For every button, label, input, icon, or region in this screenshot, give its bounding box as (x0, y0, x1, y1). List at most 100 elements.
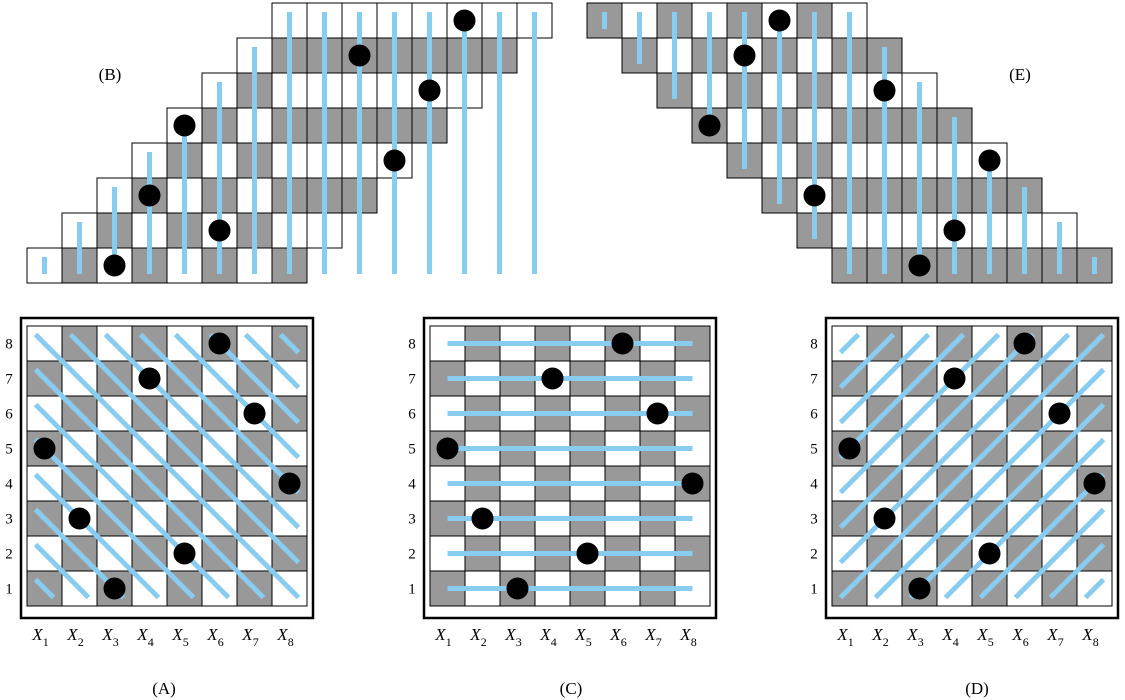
stair-b-queen-dot (383, 149, 406, 172)
board-d-row-label: 3 (810, 512, 818, 528)
board-d-antidiagonal-line (943, 437, 1106, 600)
board-a-queen-dot (278, 472, 301, 495)
board-c-queen-dot (506, 577, 529, 600)
board-a-queen-dot (173, 542, 196, 565)
board-d-row-label: 8 (810, 337, 818, 353)
panel-b-diagonal-staircase (26, 2, 553, 284)
board-d-row-label: 7 (810, 372, 818, 388)
board-d-column-label: X4 (941, 625, 958, 649)
board-d-queen-dot (838, 437, 861, 460)
board-c-row-label: 4 (408, 477, 416, 493)
board-a-row-label: 1 (5, 582, 13, 598)
board-d-row-label: 1 (810, 582, 818, 598)
board-a-column-label: X3 (101, 625, 118, 649)
board-c-column-label: X5 (574, 625, 591, 649)
board-d-antidiagonal-line (838, 332, 1001, 495)
board-c-queen-dot (681, 472, 704, 495)
board-a-queen-dot (243, 402, 266, 425)
board-d-row-label: 6 (810, 407, 818, 423)
board-a-diagonal-line (33, 577, 56, 600)
board-c-row-label: 3 (408, 512, 416, 528)
board-a-cell (271, 325, 308, 362)
board-d-column-label: X1 (836, 625, 853, 649)
board-d-antidiagonal-line (1083, 577, 1106, 600)
stair-e-queen-dot (908, 254, 931, 277)
board-a-queen-dot (103, 577, 126, 600)
board-c-queen-dot (541, 367, 564, 390)
board-a-column-label: X4 (136, 625, 153, 649)
board-d-row-label: 5 (810, 442, 818, 458)
board-c-row-label: 7 (408, 372, 416, 388)
board-a-row-label: 5 (5, 442, 13, 458)
board-d-antidiagonal-line (838, 332, 931, 425)
panel-label-c: (C) (560, 679, 583, 698)
board-a-diagonal-line (68, 332, 301, 565)
board-a-row-label: 7 (5, 372, 13, 388)
board-a-diagonal-line (33, 437, 196, 600)
panel-label-a: (A) (152, 679, 176, 698)
board-d-column-label: X8 (1081, 625, 1098, 649)
board-d-antidiagonal-line (838, 332, 1036, 530)
panel-d-board-antidiagonals: 1 2 3 4 5 6 7 8 X1 X2 X3 X4 X5 X6 X7 X8 (810, 316, 1120, 649)
stair-e-queen-dot (768, 9, 791, 32)
panel-label-d: (D) (965, 679, 989, 698)
board-c-queen-dot (436, 437, 459, 460)
stair-b-queen-dot (348, 44, 371, 67)
board-d-frame (824, 316, 1120, 620)
board-a-column-label: X7 (241, 625, 258, 649)
board-d-antidiagonal-line (838, 332, 966, 460)
stair-e-queen-dot (978, 149, 1001, 172)
board-a-queen-dot (208, 332, 231, 355)
board-a-diagonal-line (103, 332, 301, 530)
stair-e-queen-dot (943, 219, 966, 242)
board-c-column-label: X4 (539, 625, 556, 649)
panel-e-antidiagonal-staircase (586, 2, 1113, 284)
board-a-column-label: X2 (66, 625, 83, 649)
board-d-antidiagonal-line (908, 402, 1106, 600)
board-d-antidiagonal-line (838, 332, 1106, 600)
board-c-row-label: 5 (408, 442, 416, 458)
board-d-antidiagonal-line (838, 332, 861, 355)
board-c-row-label: 2 (408, 547, 416, 563)
board-d-column-label: X6 (1011, 625, 1028, 649)
board-a-diagonal-line (33, 332, 301, 600)
board-a-diagonal-line (243, 332, 301, 390)
board-a-diagonal-line (33, 542, 91, 600)
board-c-column-label: X1 (434, 625, 451, 649)
board-a-row-label: 2 (5, 547, 13, 563)
board-c-column-label: X6 (609, 625, 626, 649)
board-a-diagonal-line (33, 402, 231, 600)
board-d-antidiagonal-line (1013, 507, 1106, 600)
stair-b-queen-dot (173, 114, 196, 137)
board-a-queen-dot (138, 367, 161, 390)
board-d-antidiagonal-line (978, 472, 1106, 600)
board-a-row-label: 4 (5, 477, 13, 493)
board-d-queen-dot (908, 577, 931, 600)
board-a-row-label: 6 (5, 407, 13, 423)
board-c-column-label: X7 (644, 625, 661, 649)
board-a-column-label: X6 (206, 625, 223, 649)
stair-e-queen-dot (698, 114, 721, 137)
board-d-queen-dot (873, 507, 896, 530)
panel-a-board-diagonals: 1 2 3 4 5 6 7 8 X1 X2 X3 X4 X5 X6 X7 X8 (5, 316, 315, 649)
board-d-column-label: X5 (976, 625, 993, 649)
board-c-column-label: X8 (679, 625, 696, 649)
board-a-queen-dot (68, 507, 91, 530)
board-c-row-label: 1 (408, 582, 416, 598)
board-a-diagonal-line (173, 332, 301, 460)
stair-b-queen-dot (453, 9, 476, 32)
board-d-column-label: X3 (906, 625, 923, 649)
board-a-row-label: 3 (5, 512, 13, 528)
stair-e-queen-dot (803, 184, 826, 207)
board-c-queen-dot (646, 402, 669, 425)
stair-b-queen-dot (418, 79, 441, 102)
board-c-row-label: 6 (408, 407, 416, 423)
stair-b-queen-dot (138, 184, 161, 207)
board-d-queen-dot (943, 367, 966, 390)
board-a-frame (19, 316, 315, 620)
board-d-row-label: 2 (810, 547, 818, 563)
board-c-queen-dot (576, 542, 599, 565)
board-a-row-label: 8 (5, 337, 13, 353)
board-d-queen-dot (978, 542, 1001, 565)
